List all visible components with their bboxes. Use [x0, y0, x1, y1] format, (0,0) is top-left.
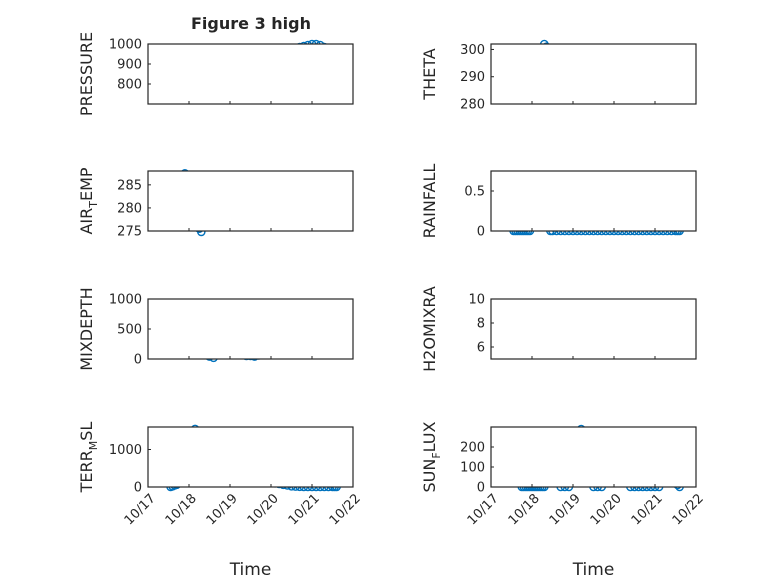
y-tick-label: 1000 — [109, 293, 142, 308]
y-tick-label: 8 — [477, 317, 485, 332]
y-tick-label: 6 — [477, 341, 485, 356]
subplot-air-emp: 275 280 285 AIRTEMP — [77, 167, 354, 240]
y-tick-label: 200 — [460, 441, 485, 456]
y-axis-label: PRESSURE — [77, 32, 96, 116]
y-axis-label: AIRTEMP — [77, 167, 100, 234]
subplot-h2omixra: 6 8 10 H2OMIXRA — [420, 286, 697, 372]
y-tick-label: 280 — [460, 98, 485, 113]
subplot-pressure: 800 900 1000 PRESSURE — [77, 32, 354, 116]
y-tick-label: 100 — [460, 461, 485, 476]
y-axis-label: H2OMIXRA — [420, 286, 439, 372]
y-tick-label: 1000 — [109, 38, 142, 53]
y-tick-label: 0 — [134, 353, 142, 368]
axes-frame — [490, 426, 697, 488]
axes-frame — [147, 170, 354, 232]
y-tick-label: 290 — [460, 70, 485, 85]
y-tick-label: 0 — [134, 481, 142, 496]
y-tick-label: 300 — [460, 43, 485, 58]
axes-frame — [147, 43, 354, 105]
x-tick-label: 10/21 — [629, 491, 666, 528]
y-tick-label: 0 — [477, 225, 485, 240]
subplot-sun-lux: 0 100 200 SUNFLUX 10/17 10/18 10/19 10/20 10/21 1… — [420, 421, 707, 580]
y-axis-label: MIXDEPTH — [77, 287, 96, 370]
x-tick-label: 10/21 — [286, 491, 323, 528]
subplot-mixdepth: 0 500 1000 MIXDEPTH — [77, 287, 354, 371]
x-tick-label: 10/19 — [204, 491, 241, 528]
x-tick-label: 10/22 — [670, 491, 707, 528]
axes-frame — [490, 43, 697, 105]
y-tick-label: 900 — [117, 58, 142, 73]
subplot-rainfall: 0 0.5 RAINFALL — [420, 164, 697, 240]
y-axis-label: SUNFLUX — [420, 421, 443, 492]
y-axis-label: TERRMSL — [77, 422, 100, 494]
x-axis-label: Time — [572, 560, 615, 580]
x-tick-label: 10/18 — [163, 491, 200, 528]
y-tick-label: 1000 — [109, 443, 142, 458]
x-tick-label: 10/17 — [465, 491, 502, 528]
y-axis-label: RAINFALL — [420, 164, 439, 239]
y-tick-label: 0 — [477, 481, 485, 496]
x-tick-label: 10/19 — [547, 491, 584, 528]
subplot-theta: 280 290 300 THETA — [420, 39, 697, 113]
axes-frame — [490, 170, 697, 232]
y-tick-label: 285 — [117, 178, 142, 193]
subplot-terr-sl: 0 1000 TERRMSL 10/17 10/18 10/19 10/20 10/21 10/… — [77, 422, 364, 580]
axes-frame — [147, 298, 354, 360]
x-tick-label: 10/20 — [588, 491, 625, 528]
y-tick-label: 280 — [117, 201, 142, 216]
x-axis-label: Time — [229, 560, 272, 580]
x-tick-label: 10/22 — [327, 491, 364, 528]
y-tick-label: 275 — [117, 225, 142, 240]
y-axis-label: THETA — [420, 48, 439, 100]
x-tick-label: 10/17 — [122, 491, 159, 528]
y-tick-label: 10 — [468, 293, 485, 308]
axes-frame — [147, 426, 354, 488]
figure-title: Figure 3 high — [191, 14, 311, 33]
axes-frame — [490, 298, 697, 360]
x-tick-label: 10/18 — [506, 491, 543, 528]
y-tick-label: 800 — [117, 78, 142, 93]
y-tick-label: 500 — [117, 323, 142, 338]
x-tick-label: 10/20 — [245, 491, 282, 528]
y-tick-label: 0.5 — [464, 185, 485, 200]
